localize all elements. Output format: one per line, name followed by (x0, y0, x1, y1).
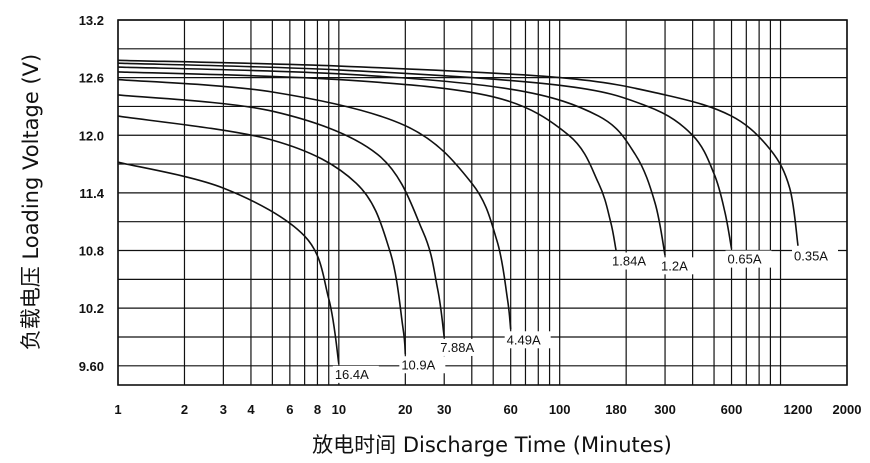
x-tick-label: 2 (181, 402, 188, 417)
curve-label-10.9A: 10.9A (401, 357, 435, 372)
y-tick-label: 10.2 (79, 301, 104, 316)
curve-label-16.4A: 16.4A (335, 367, 369, 382)
curve-label-1.2A: 1.2A (661, 258, 688, 273)
x-tick-label: 10 (332, 402, 346, 417)
y-tick-label: 11.4 (79, 186, 104, 201)
curve-label-bg (399, 356, 446, 374)
x-tick-label: 4 (247, 402, 255, 417)
x-axis-title: 放电时间 Discharge Time (Minutes) (312, 433, 672, 457)
curve-4.49A (117, 78, 512, 330)
x-tick-label: 30 (437, 402, 451, 417)
x-tick-label: 8 (314, 402, 321, 417)
x-tick-label: 600 (721, 402, 743, 417)
curve-label-bg (504, 331, 551, 349)
curve-label-7.88A: 7.88A (440, 340, 474, 355)
plot-frame (117, 19, 848, 386)
x-tick-label: 1200 (784, 402, 813, 417)
curve-label-0.65A: 0.65A (728, 252, 762, 267)
curve-1.84A (117, 71, 617, 251)
axis-tick-labels: 1 2 3 4 6 8 10 20 30 60 100 180 300 600 1200 2000 9.60 10… (79, 13, 862, 417)
curve-label-0.35A: 0.35A (794, 249, 828, 264)
curve-7.88A (117, 94, 445, 338)
y-tick-label: 13.2 (79, 13, 104, 28)
x-tick-label: 180 (605, 402, 627, 417)
curve-0.65A (117, 62, 733, 249)
x-tick-label: 6 (286, 402, 293, 417)
discharge-curves (117, 59, 799, 365)
curve-label-4.49A: 4.49A (507, 332, 541, 347)
curve-16.4A (117, 161, 340, 365)
curve-labels: 0.35A 0.65A 1.2A 1.84A 4.49A 7.88A 10.9A 16.4A (332, 247, 839, 383)
curve-label-bg (659, 257, 706, 275)
curve-label-bg (610, 252, 657, 270)
curve-0.35A (117, 59, 799, 246)
x-tick-label: 20 (398, 402, 412, 417)
x-tick-label: 2000 (833, 402, 862, 417)
curve-label-bg (792, 247, 839, 265)
curve-label-bg (332, 365, 379, 383)
x-tick-label: 300 (654, 402, 676, 417)
curve-label-bg (725, 250, 772, 268)
x-tick-label: 1 (114, 402, 121, 417)
y-tick-label: 12.0 (79, 128, 104, 143)
y-tick-label: 9.60 (79, 359, 104, 374)
curve-label-bg (438, 338, 485, 356)
x-tick-label: 100 (549, 402, 571, 417)
x-tick-label: 3 (220, 402, 227, 417)
curve-label-1.84A: 1.84A (612, 254, 646, 269)
y-tick-label: 12.6 (79, 71, 104, 86)
curve-10.9A (117, 115, 407, 355)
curve-1.2A (117, 66, 666, 256)
x-tick-label: 60 (503, 402, 517, 417)
y-tick-label: 10.8 (79, 244, 104, 259)
y-axis-title: 负载电压 Loading Voltage (V) (19, 54, 43, 350)
